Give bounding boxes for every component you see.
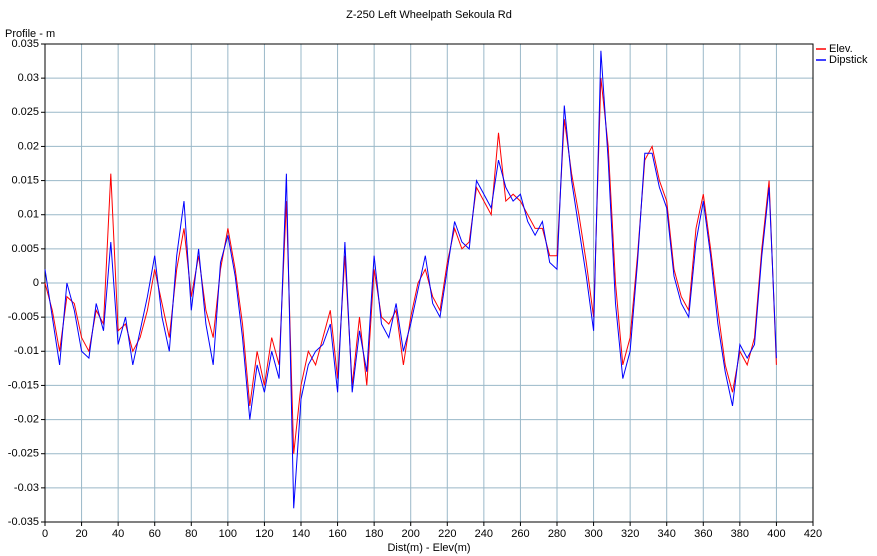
x-tick-label: 280: [548, 528, 566, 540]
y-tick-label: 0: [33, 277, 39, 289]
x-tick-label: 240: [475, 528, 493, 540]
x-tick-label: 0: [42, 528, 48, 540]
series-line: [44, 78, 777, 454]
y-tick-label: 0.005: [11, 243, 39, 255]
x-tick-label: 320: [621, 528, 639, 540]
x-tick-label: 40: [112, 528, 124, 540]
y-tick-label: -0.01: [14, 345, 39, 357]
y-tick-label: 0.025: [11, 106, 39, 118]
legend-label: Elev.: [829, 43, 853, 55]
y-tick-label: -0.015: [8, 379, 39, 391]
chart-title: Z-250 Left Wheelpath Sekoula Rd: [346, 9, 512, 21]
y-tick-label: -0.025: [8, 448, 39, 460]
x-tick-label: 260: [511, 528, 529, 540]
x-axis-label: Dist(m) - Elev(m): [387, 542, 470, 554]
y-tick-label: -0.02: [14, 413, 39, 425]
y-tick-label: 0.03: [18, 72, 39, 84]
x-tick-label: 400: [767, 528, 785, 540]
x-tick-label: 380: [731, 528, 749, 540]
x-tick-label: 120: [255, 528, 273, 540]
y-tick-label: -0.005: [8, 311, 39, 323]
x-tick-label: 20: [75, 528, 87, 540]
y-tick-label: 0.035: [11, 38, 39, 50]
y-axis-label: Profile - m: [5, 28, 55, 40]
y-tick-label: -0.035: [8, 516, 39, 528]
x-tick-label: 300: [584, 528, 602, 540]
x-tick-label: 180: [365, 528, 383, 540]
x-tick-label: 140: [292, 528, 310, 540]
y-tick-label: 0.02: [18, 140, 39, 152]
y-tick-label: -0.03: [14, 482, 39, 494]
x-tick-label: 100: [219, 528, 237, 540]
x-tick-label: 340: [658, 528, 676, 540]
x-tick-label: 360: [694, 528, 712, 540]
legend-label: Dipstick: [829, 54, 868, 66]
x-tick-label: 420: [804, 528, 822, 540]
x-tick-label: 220: [438, 528, 456, 540]
x-tick-label: 200: [402, 528, 420, 540]
x-tick-label: 160: [328, 528, 346, 540]
series-line: [44, 50, 777, 509]
y-tick-label: 0.015: [11, 174, 39, 186]
x-tick-label: 80: [185, 528, 197, 540]
y-tick-label: 0.01: [18, 209, 39, 221]
x-tick-label: 60: [149, 528, 161, 540]
